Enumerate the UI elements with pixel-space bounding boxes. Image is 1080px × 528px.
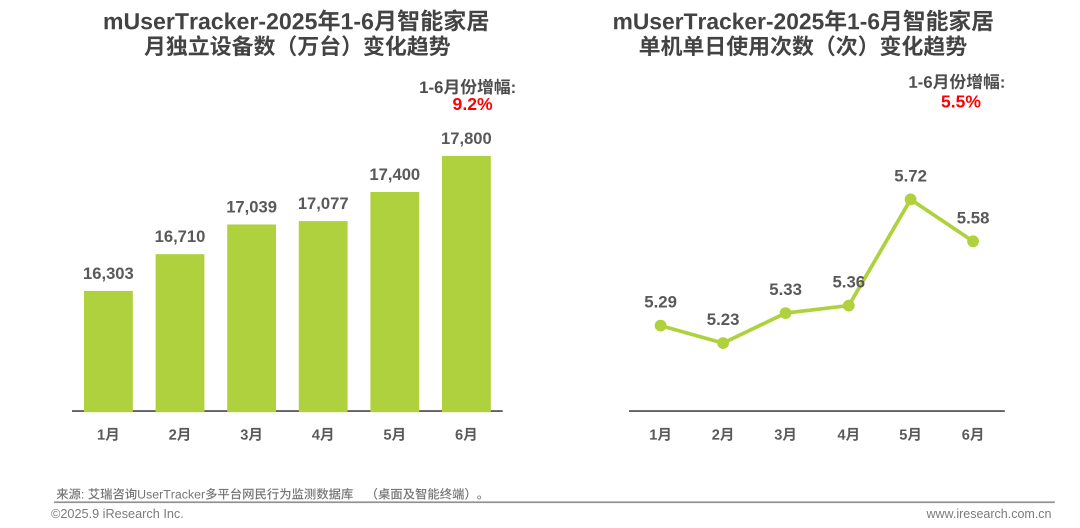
svg-text:17,039: 17,039: [226, 198, 277, 217]
svg-text:www.iresearch.com.cn: www.iresearch.com.cn: [925, 507, 1051, 521]
svg-text:9.2%: 9.2%: [453, 94, 493, 114]
svg-text:5.5%: 5.5%: [941, 91, 981, 111]
svg-text:16,303: 16,303: [83, 264, 134, 283]
svg-text:17,400: 17,400: [369, 165, 420, 184]
svg-text:5.72: 5.72: [894, 166, 927, 185]
svg-text:5.36: 5.36: [832, 273, 865, 292]
svg-text:5.33: 5.33: [769, 280, 802, 299]
svg-text:16,710: 16,710: [155, 227, 206, 246]
svg-text:5.23: 5.23: [707, 310, 740, 329]
svg-text:5.58: 5.58: [957, 208, 990, 227]
svg-text:©2025.9 iResearch Inc.: ©2025.9 iResearch Inc.: [51, 507, 184, 521]
svg-text:5.29: 5.29: [644, 293, 677, 312]
svg-text:17,800: 17,800: [441, 129, 492, 148]
svg-text:17,077: 17,077: [298, 194, 349, 213]
